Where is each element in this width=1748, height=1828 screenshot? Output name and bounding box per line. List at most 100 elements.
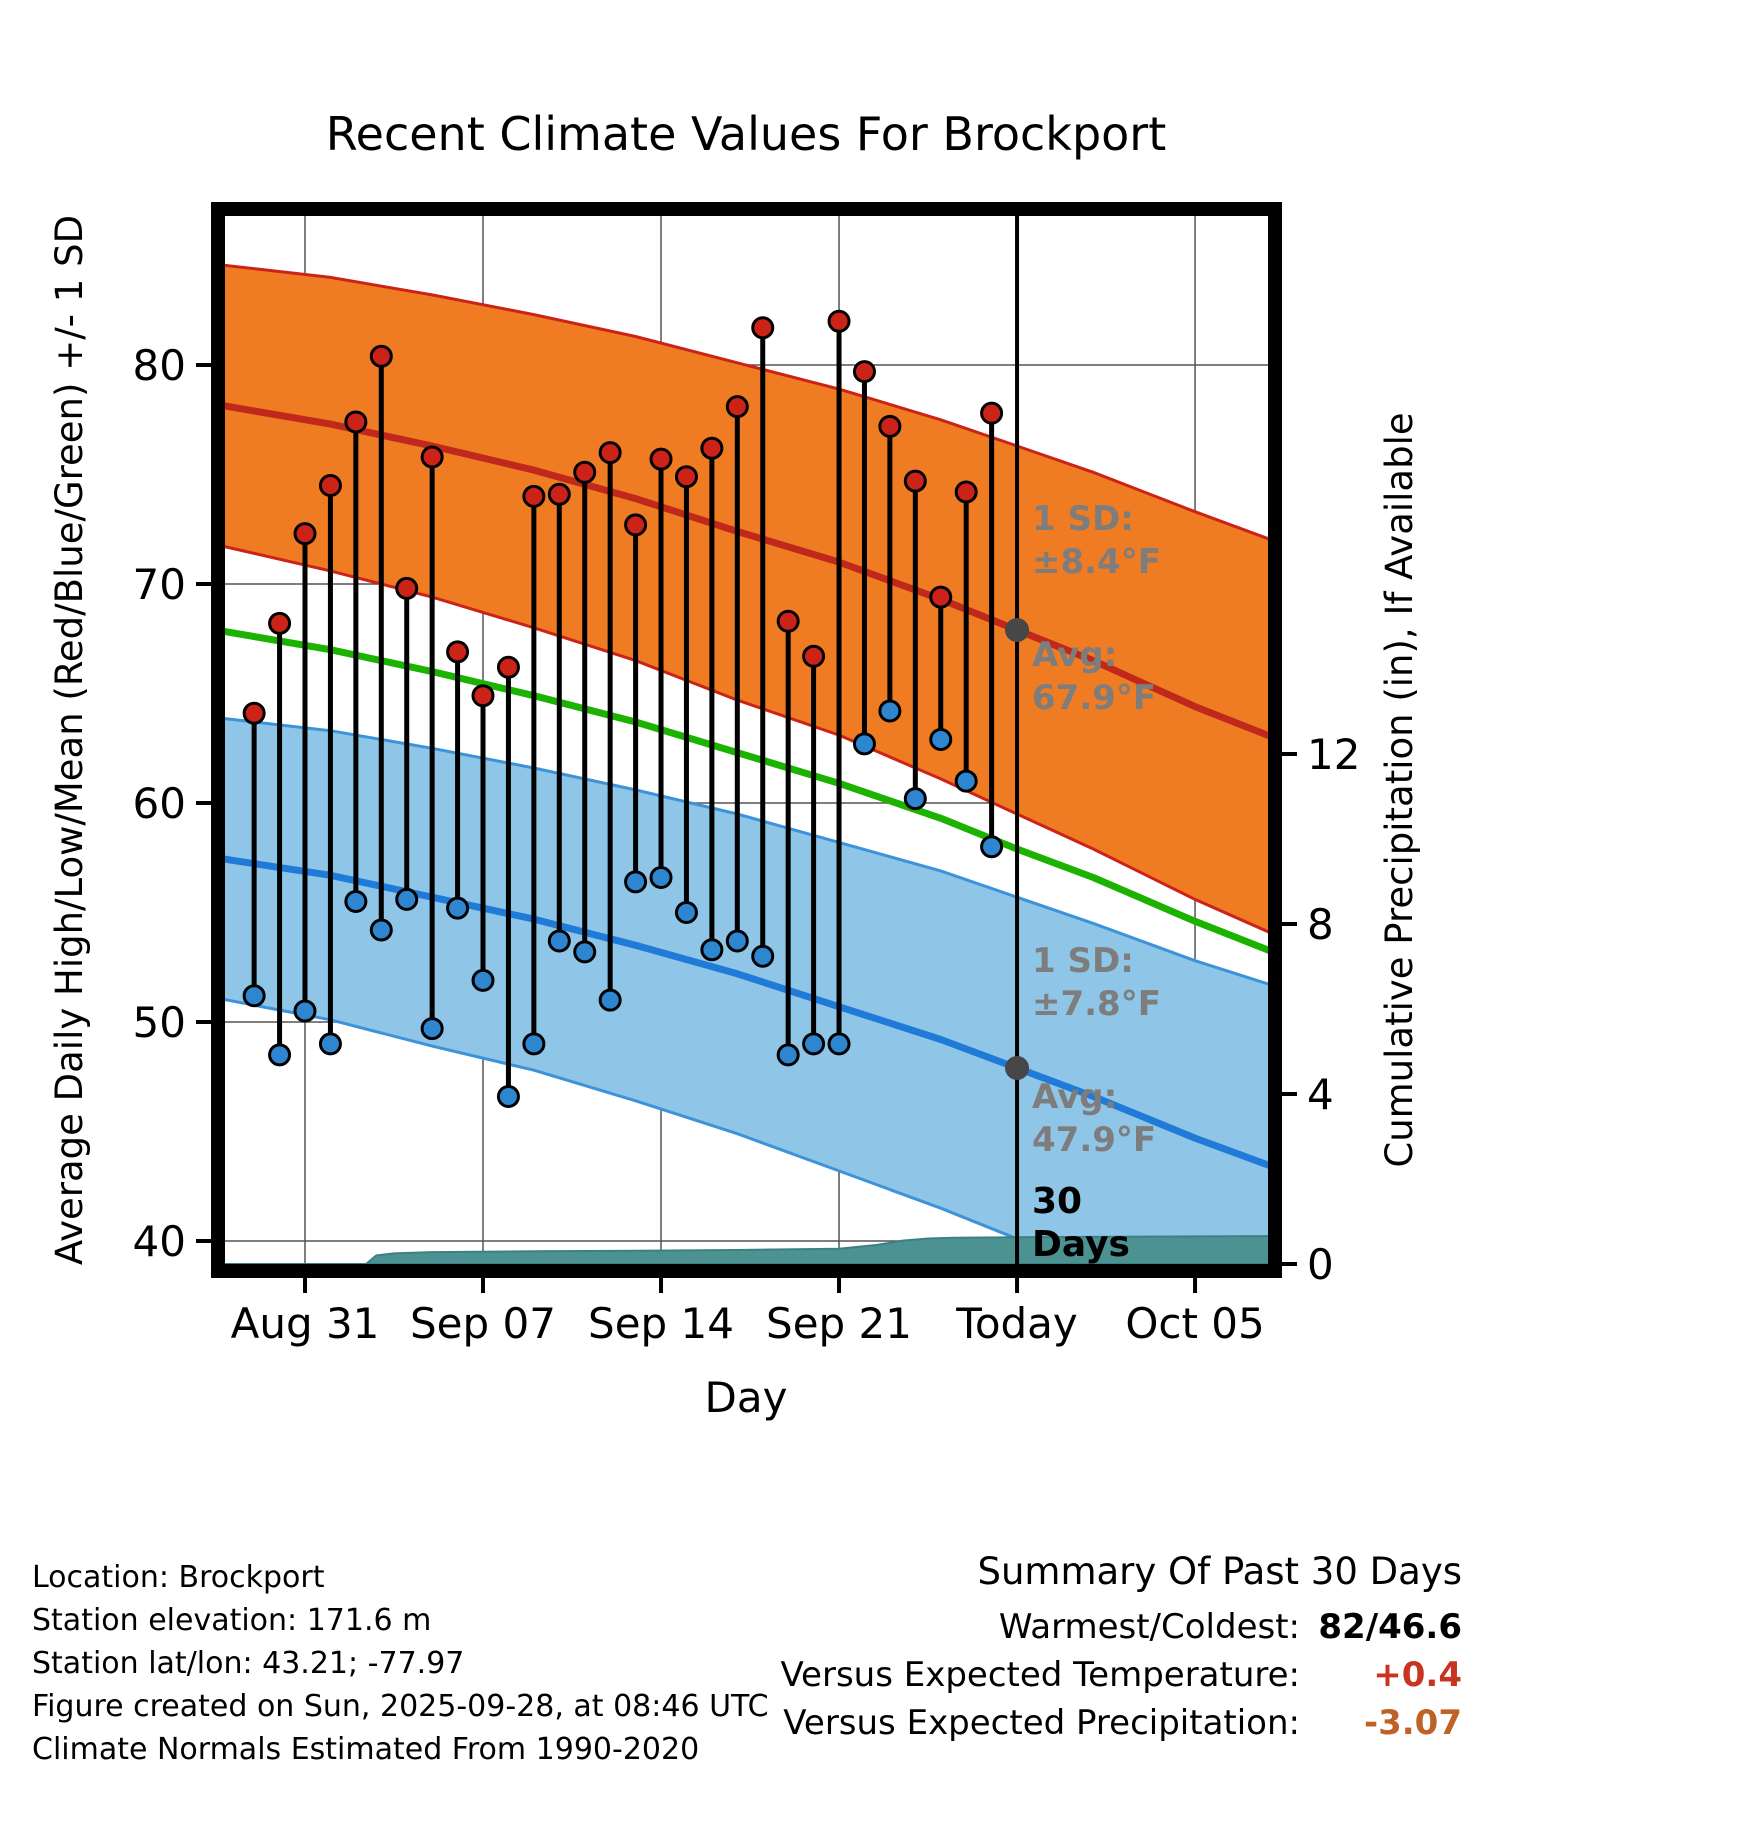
annotation-line: Avg: xyxy=(1032,635,1117,675)
summary-row-value: 82/46.6 xyxy=(1318,1607,1462,1647)
low-avg-annotation: Avg: 47.9°F xyxy=(1032,1077,1156,1160)
y-right-tick-label: 0 xyxy=(1307,1240,1334,1289)
daily-high-dot xyxy=(471,684,495,708)
summary-row: Versus Expected Precipitation: -3.07 xyxy=(780,1699,1462,1747)
y-left-tick-label: 60 xyxy=(133,779,186,828)
chart-title: Recent Climate Values For Brockport xyxy=(326,107,1166,161)
daily-low-dot xyxy=(827,1032,851,1056)
daily-high-dot xyxy=(522,484,546,508)
daily-high-dot xyxy=(242,701,266,725)
y-right-tick-label: 12 xyxy=(1307,730,1360,779)
daily-low-dot xyxy=(268,1043,292,1067)
daily-low-dot xyxy=(242,984,266,1008)
daily-low-dot xyxy=(852,732,876,756)
daily-low-dot xyxy=(369,918,393,942)
daily-high-dot xyxy=(700,436,724,460)
daily-high-dot xyxy=(903,469,927,493)
daily-bars xyxy=(242,309,1004,1108)
daily-low-dot xyxy=(700,938,724,962)
y-left-tick-label: 50 xyxy=(133,998,186,1047)
metadata-line: Climate Normals Estimated From 1990-2020 xyxy=(32,1732,700,1767)
daily-low-dot xyxy=(318,1032,342,1056)
daily-high-dot xyxy=(980,401,1004,425)
metadata-line: Figure created on Sun, 2025-09-28, at 08… xyxy=(32,1689,769,1724)
daily-high-dot xyxy=(674,465,698,489)
daily-high-dot xyxy=(496,655,520,679)
daily-high-dot xyxy=(954,480,978,504)
x-tick-label: Sep 21 xyxy=(766,1299,912,1348)
high-sd-annotation: 1 SD: ±8.4°F xyxy=(1032,499,1161,582)
daily-low-dot xyxy=(649,865,673,889)
metadata-line: Station elevation: 171.6 m xyxy=(32,1603,432,1638)
y-left-tick-label: 80 xyxy=(133,341,186,390)
x-tick-label: Today xyxy=(955,1299,1077,1348)
daily-low-dot xyxy=(420,1017,444,1041)
daily-low-dot xyxy=(776,1043,800,1067)
low-sd-annotation: 1 SD: ±7.8°F xyxy=(1032,941,1161,1024)
daily-low-dot xyxy=(929,727,953,751)
station-metadata: Location: Brockport Station elevation: 17… xyxy=(32,1556,769,1771)
daily-low-dot xyxy=(471,968,495,992)
low-sd-band xyxy=(225,718,1268,1264)
daily-low-dot xyxy=(725,929,749,953)
daily-low-dot xyxy=(573,940,597,964)
daily-high-dot xyxy=(649,447,673,471)
annotation-line: Avg: xyxy=(1032,1077,1117,1117)
summary-row-label: Warmest/Coldest: xyxy=(998,1607,1300,1647)
daily-low-dot xyxy=(522,1032,546,1056)
plot-border xyxy=(211,202,1282,1278)
summary-row: Warmest/Coldest: 82/46.6 xyxy=(780,1603,1462,1651)
daily-low-dot xyxy=(802,1032,826,1056)
y-left-axis-label: Average Daily High/Low/Mean (Red/Blue/Gr… xyxy=(48,215,91,1265)
daily-high-dot xyxy=(420,445,444,469)
annotation-line: 47.9°F xyxy=(1032,1120,1156,1160)
daily-low-dot xyxy=(344,890,368,914)
low-band-lower-edge xyxy=(225,998,1084,1264)
daily-low-dot xyxy=(878,699,902,723)
y-right-tick-label: 4 xyxy=(1307,1070,1334,1119)
summary-row-label: Versus Expected Precipitation: xyxy=(783,1703,1300,1743)
summary-panel: Summary Of Past 30 Days Warmest/Coldest:… xyxy=(780,1550,1462,1747)
x-tick-label: Sep 07 xyxy=(410,1299,556,1348)
daily-high-dot xyxy=(878,414,902,438)
daily-high-dot xyxy=(852,360,876,384)
summary-title: Summary Of Past 30 Days xyxy=(977,1550,1462,1593)
y-right-axis-label: Cumulative Precipitation (in), If Availa… xyxy=(1378,412,1421,1167)
y-left-tick-label: 40 xyxy=(133,1217,186,1266)
summary-row: Versus Expected Temperature: +0.4 xyxy=(780,1651,1462,1699)
today-avg-high-dot xyxy=(1005,617,1030,642)
summary-row-value: -3.07 xyxy=(1364,1703,1462,1743)
daily-high-dot xyxy=(827,309,851,333)
daily-high-dot xyxy=(929,585,953,609)
summary-row-value: +0.4 xyxy=(1373,1655,1462,1695)
metadata-line: Location: Brockport xyxy=(32,1560,325,1595)
avg-high-line xyxy=(225,402,1268,740)
summary-rows: Warmest/Coldest: 82/46.6 Versus Expected T… xyxy=(780,1603,1462,1747)
daily-low-dot xyxy=(598,988,622,1012)
daily-high-dot xyxy=(293,522,317,546)
summary-row-label: Versus Expected Temperature: xyxy=(780,1655,1300,1695)
daily-low-dot xyxy=(624,870,648,894)
daily-high-dot xyxy=(751,316,775,340)
daily-high-dot xyxy=(344,410,368,434)
annotation-line: 30 xyxy=(1032,1181,1082,1222)
annotation-line: ±8.4°F xyxy=(1032,542,1161,582)
daily-high-dot xyxy=(446,640,470,664)
annotation-line: 1 SD: xyxy=(1032,499,1134,539)
window-annotation: 30 Days xyxy=(1032,1181,1130,1265)
x-tick-label: Oct 05 xyxy=(1125,1299,1264,1348)
daily-low-dot xyxy=(293,999,317,1023)
daily-low-dot xyxy=(954,769,978,793)
plot-area xyxy=(225,216,1268,1264)
high-avg-annotation: Avg: 67.9°F xyxy=(1032,635,1156,718)
daily-low-dot xyxy=(496,1084,520,1108)
x-tick-label: Sep 14 xyxy=(588,1299,734,1348)
x-axis-label: Day xyxy=(705,1373,788,1422)
daily-low-dot xyxy=(674,901,698,924)
high-band-upper-edge xyxy=(225,263,1268,541)
daily-low-dot xyxy=(980,835,1004,859)
annotation-line: ±7.8°F xyxy=(1032,984,1161,1024)
daily-low-dot xyxy=(395,887,419,911)
daily-low-dot xyxy=(446,896,470,920)
